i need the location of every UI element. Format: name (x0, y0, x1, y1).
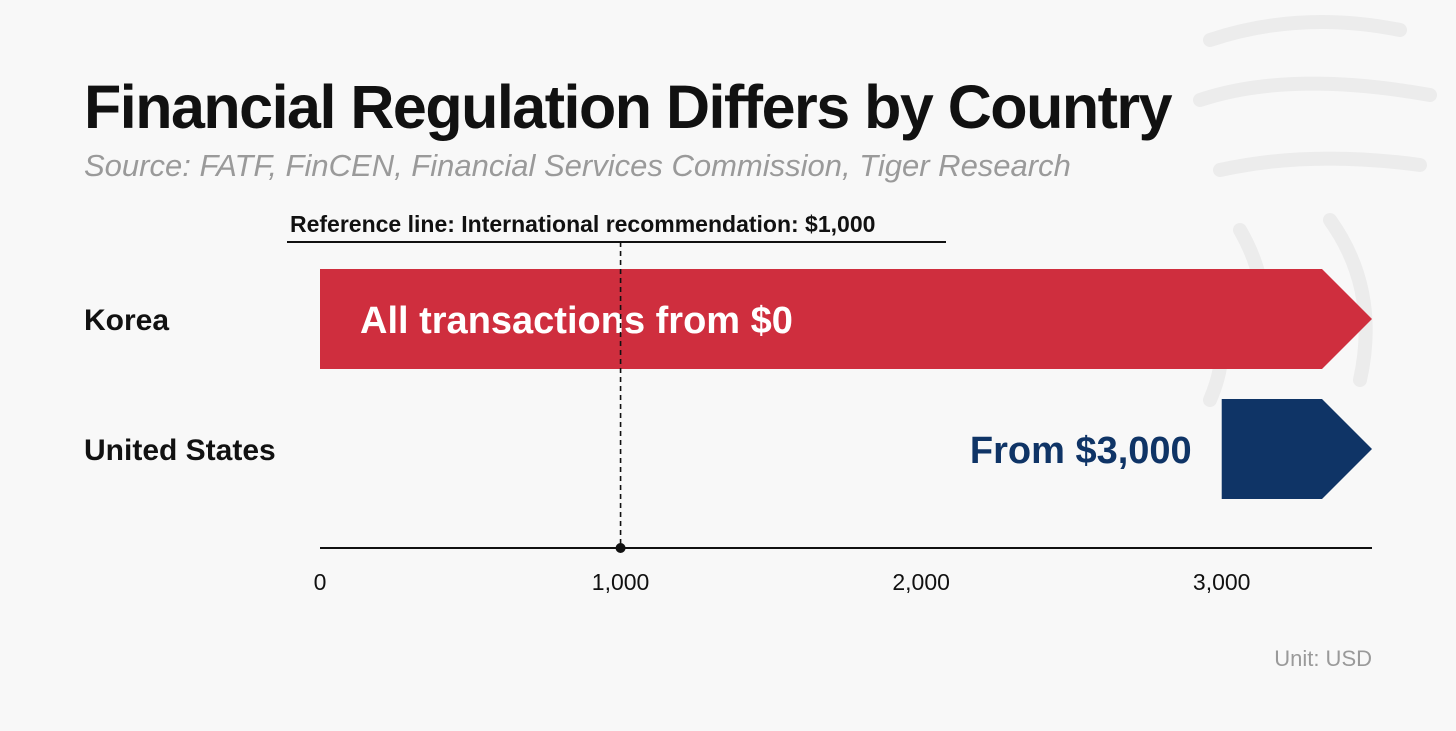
x-tick-label: 1,000 (592, 569, 650, 595)
category-label-united-states: United States (84, 434, 276, 467)
reference-line-label: Reference line: International recommenda… (290, 211, 875, 237)
bar-korea (320, 269, 1372, 369)
category-label-korea: Korea (84, 304, 169, 337)
bar-united-states (1221, 399, 1372, 499)
chart-title: Financial Regulation Differs by Country (84, 73, 1173, 141)
x-tick-label: 3,000 (1193, 569, 1251, 595)
bar-label: All transactions from $0 (360, 300, 793, 342)
unit-label: Unit: USD (1274, 646, 1372, 671)
chart-source: Source: FATF, FinCEN, Financial Services… (84, 148, 1071, 183)
bar-label: From $3,000 (970, 430, 1192, 472)
x-tick-label: 2,000 (892, 569, 950, 595)
x-tick-label: 0 (314, 569, 327, 595)
reference-line-marker (615, 543, 626, 553)
